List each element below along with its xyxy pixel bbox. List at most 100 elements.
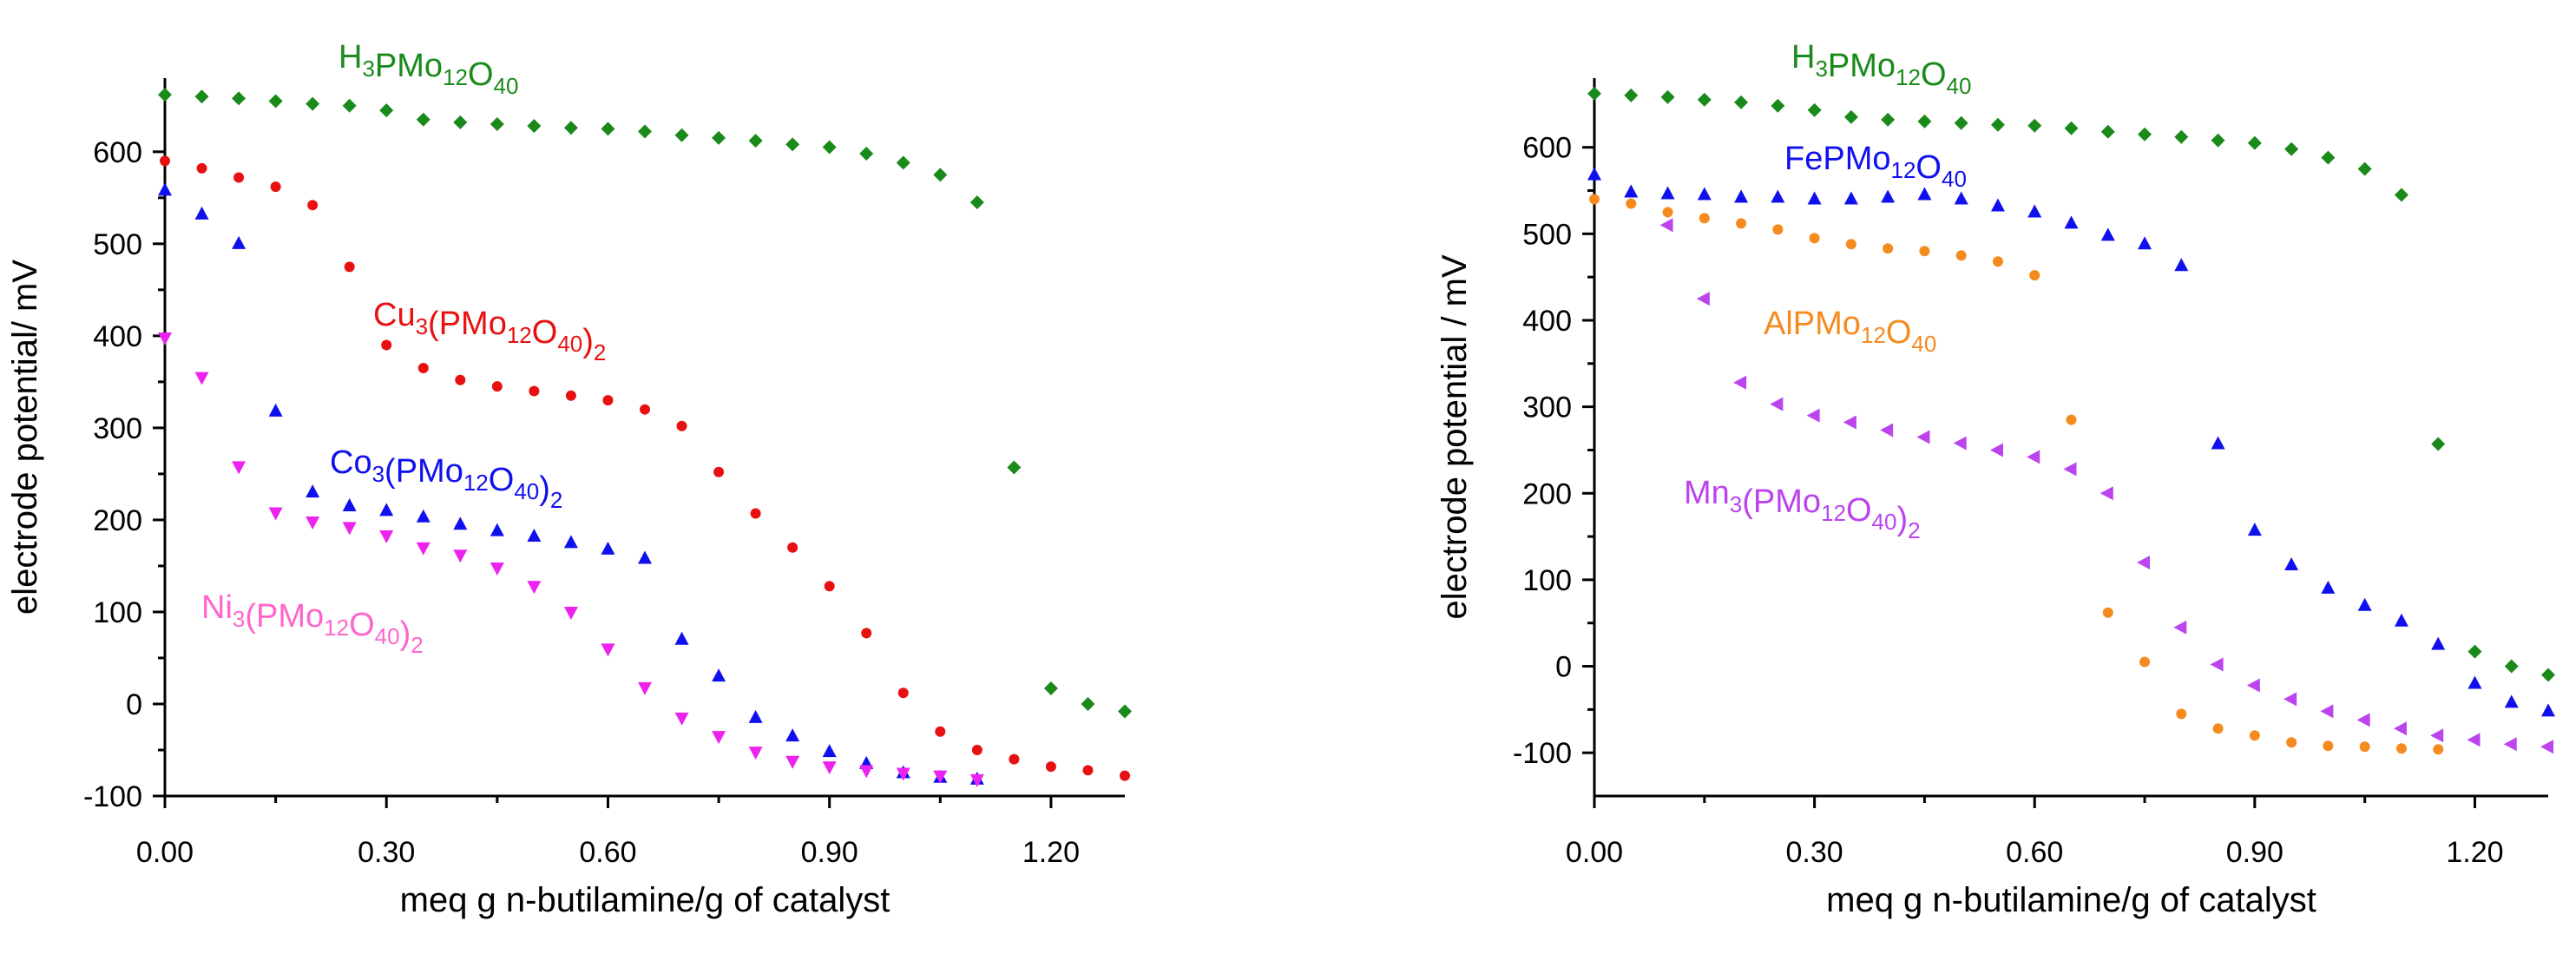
data-point — [270, 181, 281, 193]
series-label-alpmo12o40: AlPMo12O40 — [1764, 306, 1936, 357]
data-point — [1807, 191, 1822, 205]
series-co3-pmo12o40-2 — [158, 182, 984, 785]
data-point — [1007, 460, 1022, 475]
data-point — [379, 503, 394, 516]
data-point — [158, 332, 172, 345]
data-point — [2394, 188, 2408, 202]
x-tick-label: 0.00 — [1566, 836, 1623, 869]
data-point — [712, 130, 726, 145]
data-point — [2174, 258, 2189, 272]
data-point — [1045, 761, 1056, 773]
y-tick-label: -100 — [1513, 737, 1572, 770]
data-point — [563, 121, 578, 135]
x-tick-label: 0.60 — [579, 836, 636, 869]
data-point — [859, 146, 874, 161]
right-chart: -100 0 100 200 300 400 500 600 0.00 0.30 0.60 0.90 1… — [1436, 39, 2555, 919]
x-axis-label: meq g n-butilamine/g of catalyst — [1826, 881, 2316, 919]
data-point — [712, 731, 726, 745]
y-axis-label: electrode potential / mV — [1436, 254, 1474, 620]
data-point — [1807, 102, 1822, 117]
data-point — [2064, 121, 2079, 135]
data-point — [1082, 765, 1094, 776]
data-point — [1771, 189, 1785, 203]
x-tick-label: 0.30 — [358, 836, 415, 869]
data-point — [160, 155, 170, 167]
data-point — [822, 140, 837, 155]
data-point — [379, 530, 394, 543]
y-tick-label: 500 — [1522, 218, 1572, 251]
data-point — [2211, 436, 2225, 450]
data-point — [1992, 256, 2003, 267]
series-h3pmo12o40 — [1587, 86, 2555, 682]
data-point — [490, 523, 504, 536]
data-point — [933, 168, 948, 182]
data-point — [563, 535, 578, 549]
data-point — [640, 404, 650, 415]
data-point — [1953, 436, 1967, 451]
data-point — [2066, 414, 2077, 425]
data-point — [2504, 659, 2519, 674]
data-point — [2063, 462, 2077, 477]
series-label-h3pmo12o40: H3PMo12O40 — [338, 39, 518, 99]
data-point — [971, 744, 982, 755]
data-point — [194, 206, 209, 220]
series-label-co3-pmo12o40-2: Co3(PMo12O40)2 — [330, 444, 562, 513]
data-point — [1734, 189, 1749, 203]
data-point — [1587, 167, 1601, 181]
right-chart-panel: -100 0 100 200 300 400 500 600 0.00 0.30 0.60 0.90 1… — [1288, 0, 2576, 950]
data-point — [748, 134, 763, 148]
data-point — [1624, 184, 1639, 198]
data-point — [1843, 191, 1858, 205]
data-point — [1736, 218, 1747, 229]
data-point — [674, 712, 689, 726]
data-point — [2027, 118, 2042, 133]
data-point — [2359, 741, 2370, 753]
data-point — [638, 550, 652, 564]
data-point — [601, 122, 615, 136]
data-point — [1989, 443, 2003, 457]
data-point — [1843, 415, 1856, 430]
data-point — [1660, 89, 1675, 104]
data-point — [196, 162, 207, 174]
data-point — [1043, 681, 1058, 695]
data-point — [453, 516, 468, 530]
data-point — [1734, 95, 1749, 109]
data-point — [453, 115, 468, 129]
series-mn3-pmo12o40-2 — [1659, 218, 2553, 754]
data-point — [2138, 236, 2152, 250]
data-point — [713, 466, 725, 477]
data-point — [674, 128, 689, 142]
data-point — [1990, 117, 2005, 132]
data-point — [2027, 204, 2042, 218]
data-point — [1916, 430, 1930, 444]
data-point — [2321, 580, 2336, 594]
data-point — [342, 98, 357, 113]
data-point — [2323, 740, 2334, 752]
data-point — [822, 761, 837, 775]
data-point — [2541, 703, 2555, 717]
x-tick-label: 1.20 — [2446, 836, 2503, 869]
y-axis-label: electrode potential/ mV — [6, 260, 44, 615]
y-tick-label: 0 — [1555, 651, 1572, 684]
data-point — [2027, 450, 2040, 464]
data-point — [1771, 98, 1785, 113]
data-point — [268, 94, 283, 109]
data-point — [2541, 668, 2555, 682]
y-tick-label: -100 — [83, 780, 142, 813]
data-point — [1697, 92, 1712, 107]
data-point — [158, 182, 172, 196]
data-point — [822, 744, 837, 758]
data-point — [306, 484, 320, 498]
series-fepmo12o40 — [1587, 167, 2555, 717]
data-point — [896, 767, 910, 781]
y-tick-label: 200 — [1522, 477, 1572, 510]
data-point — [2467, 733, 2481, 747]
data-point — [896, 155, 910, 170]
data-point — [268, 507, 283, 521]
series-label-cu3-pmo12o40-2: Cu3(PMo12O40)2 — [373, 297, 606, 365]
data-point — [2210, 657, 2224, 672]
data-point — [1733, 375, 1747, 390]
series-label-ni3-pmo12o40-2: Ni3(PMo12O40)2 — [201, 589, 424, 658]
data-point — [1587, 86, 1601, 101]
